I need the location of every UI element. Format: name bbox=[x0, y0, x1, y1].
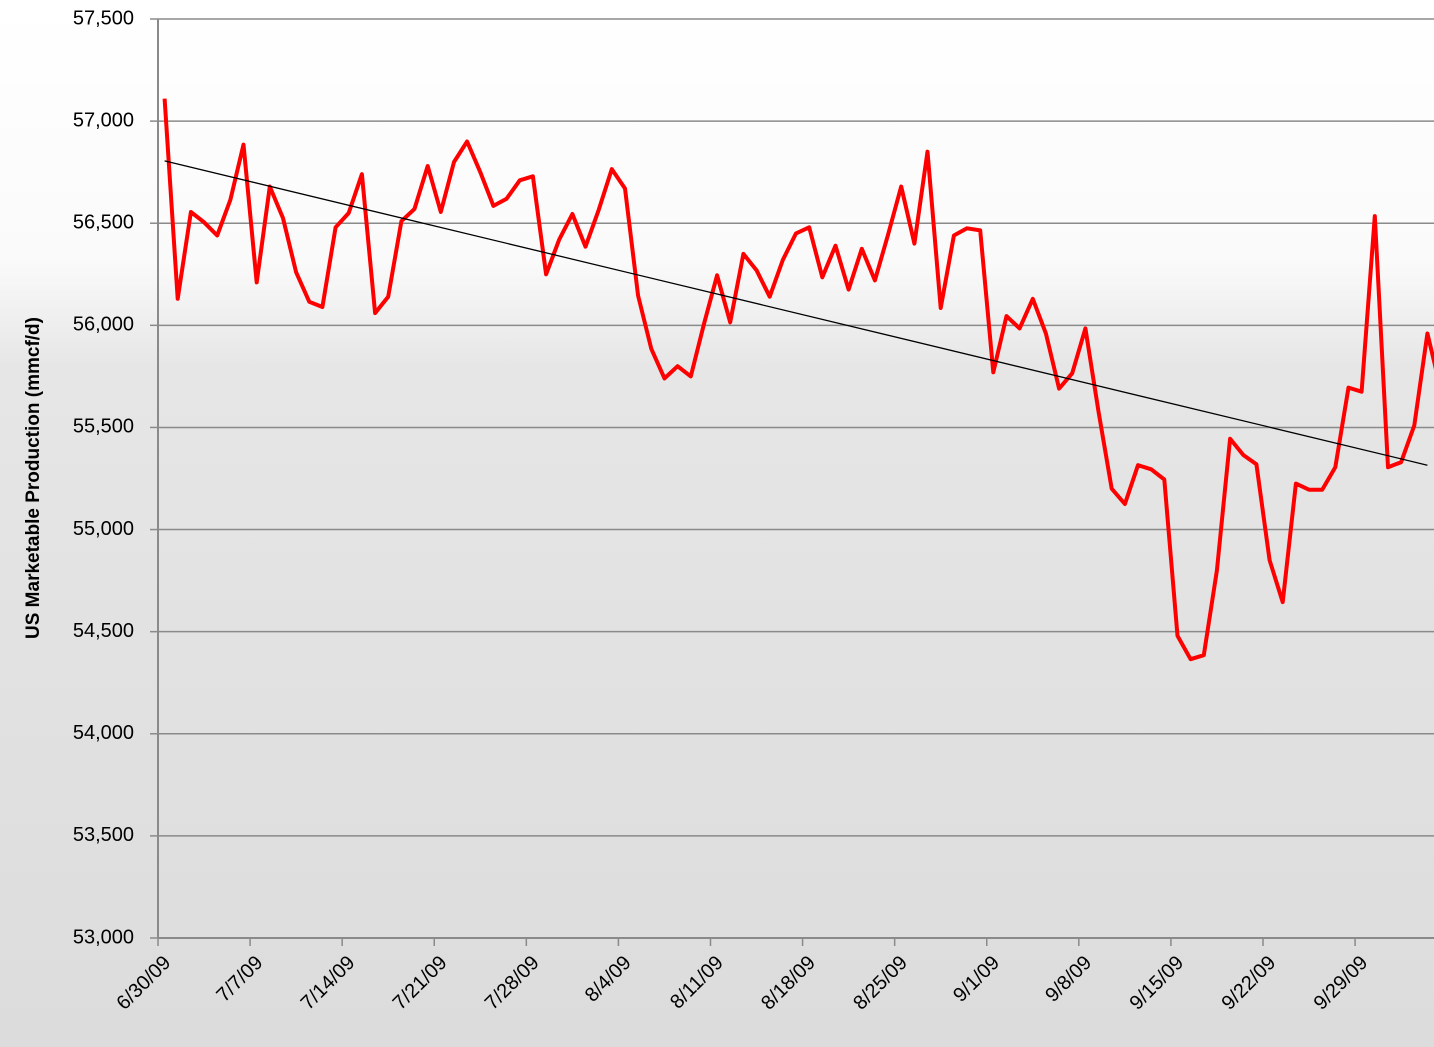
y-tick-label: 55,500 bbox=[73, 416, 134, 438]
y-tick-label: 56,000 bbox=[73, 314, 134, 336]
y-tick-label: 56,500 bbox=[73, 212, 134, 234]
y-tick-label: 57,000 bbox=[73, 109, 134, 131]
data-line bbox=[162, 98, 1434, 662]
y-tick-label: 57,500 bbox=[73, 7, 134, 29]
y-axis-title: US Marketable Production (mmcf/d) bbox=[23, 317, 44, 639]
y-tick-label: 53,500 bbox=[73, 824, 134, 846]
y-tick-label: 54,000 bbox=[73, 722, 134, 744]
y-tick-label: 55,000 bbox=[73, 518, 134, 540]
trend-line bbox=[164, 160, 1428, 466]
plot bbox=[162, 98, 1434, 662]
y-tick-label: 54,500 bbox=[73, 620, 134, 642]
y-tick-label: 53,000 bbox=[73, 926, 134, 948]
